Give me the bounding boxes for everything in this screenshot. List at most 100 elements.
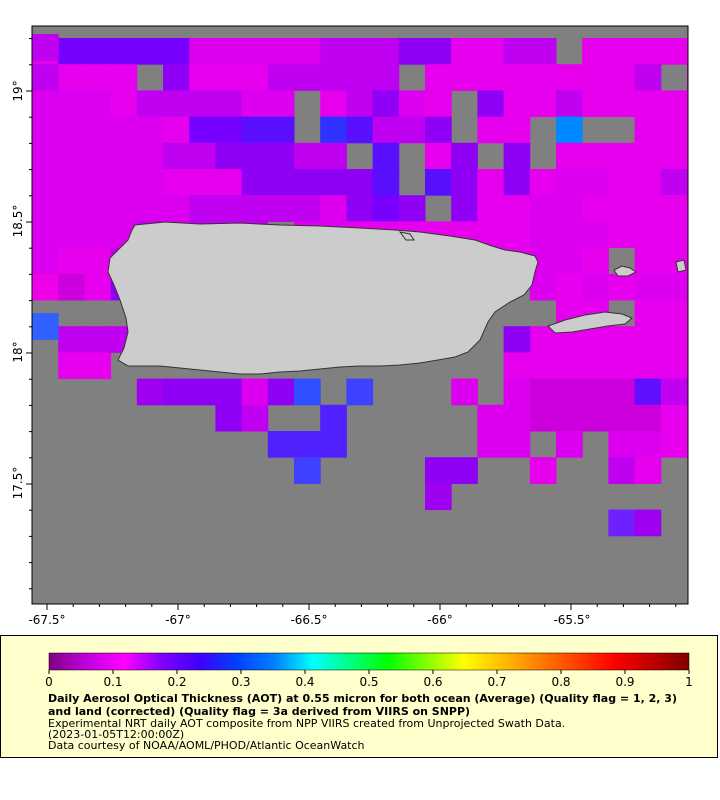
aot-cell bbox=[32, 90, 59, 118]
aot-cell bbox=[660, 273, 688, 301]
aot-cell bbox=[58, 90, 85, 118]
aot-cell bbox=[267, 64, 295, 91]
aot-cell bbox=[529, 195, 557, 222]
aot-cell bbox=[241, 404, 269, 432]
aot-cell bbox=[634, 300, 662, 327]
aot-cell bbox=[660, 38, 688, 65]
aot-cell bbox=[582, 169, 609, 196]
aot-cell bbox=[582, 247, 609, 275]
colorbar-label: 0.7 bbox=[487, 675, 506, 689]
legend-title: Daily Aerosol Optical Thickness (AOT) at… bbox=[48, 692, 677, 718]
aot-cell bbox=[608, 457, 636, 484]
aot-cell bbox=[294, 64, 321, 91]
aot-cell bbox=[32, 221, 59, 249]
aot-cell bbox=[163, 90, 190, 118]
aot-cell bbox=[267, 169, 295, 196]
aot-cell bbox=[346, 169, 374, 196]
colorbar-label: 0.2 bbox=[167, 675, 186, 689]
aot-cell bbox=[425, 38, 452, 65]
aot-cell bbox=[660, 221, 688, 249]
aot-cell bbox=[503, 404, 531, 432]
aot-cell bbox=[503, 326, 531, 353]
aot-cell bbox=[320, 64, 347, 91]
aot-cell bbox=[503, 431, 531, 458]
aot-cell bbox=[451, 64, 478, 91]
aot-cell bbox=[398, 90, 426, 118]
aot-cell bbox=[503, 38, 531, 65]
aot-cell bbox=[634, 509, 662, 537]
x-tick-label: -66.5° bbox=[290, 613, 327, 627]
aot-cell bbox=[32, 247, 59, 275]
aot-cell bbox=[215, 142, 243, 170]
aot-cell bbox=[634, 116, 662, 144]
aot-cell bbox=[582, 404, 609, 432]
aot-cell bbox=[32, 169, 59, 196]
aot-cell bbox=[529, 221, 557, 249]
aot-cell bbox=[58, 142, 85, 170]
aot-cell bbox=[241, 378, 269, 406]
aot-cell bbox=[634, 142, 662, 170]
aot-cell bbox=[84, 116, 112, 144]
aot-cell bbox=[608, 431, 636, 458]
aot-cell bbox=[556, 378, 583, 406]
aot-cell bbox=[189, 90, 216, 118]
aot-cell bbox=[608, 90, 636, 118]
aot-cell bbox=[189, 169, 216, 196]
aot-cell bbox=[32, 142, 59, 170]
aot-cell bbox=[346, 116, 374, 144]
legend-panel: 0 0.1 0.2 0.3 0.4 0.5 0.6 0.7 0.8 0.9 1 … bbox=[0, 635, 718, 758]
aot-cell bbox=[634, 273, 662, 301]
aot-cell bbox=[84, 169, 112, 196]
y-tick-label: 17.5° bbox=[11, 467, 25, 500]
aot-cell bbox=[425, 116, 452, 144]
aot-cell bbox=[215, 195, 243, 222]
colorbar-label: 0.3 bbox=[231, 675, 250, 689]
aot-cell bbox=[556, 142, 583, 170]
aot-cell bbox=[267, 431, 295, 458]
aot-cell bbox=[660, 195, 688, 222]
aot-cell bbox=[58, 38, 85, 65]
aot-cell bbox=[608, 326, 636, 353]
aot-cell bbox=[477, 404, 505, 432]
x-tick-label: -66° bbox=[427, 613, 453, 627]
aot-cell bbox=[189, 142, 216, 170]
aot-cell bbox=[84, 195, 112, 222]
aot-cell bbox=[241, 169, 269, 196]
aot-cell bbox=[84, 221, 112, 249]
colorbar-label: 0.9 bbox=[615, 675, 634, 689]
aot-cell bbox=[556, 221, 583, 249]
aot-cell bbox=[267, 378, 295, 406]
culebra-island bbox=[613, 265, 637, 277]
aot-cell bbox=[320, 116, 347, 144]
aot-cell bbox=[529, 378, 557, 406]
aot-cell bbox=[267, 195, 295, 222]
aot-cell bbox=[84, 273, 112, 301]
aot-cell bbox=[425, 64, 452, 91]
aot-cell bbox=[215, 404, 243, 432]
aot-cell bbox=[110, 116, 138, 144]
aot-cell bbox=[84, 352, 112, 380]
legend-credit-line: Data courtesy of NOAA/AOML/PHOD/Atlantic… bbox=[48, 739, 365, 752]
aot-cell bbox=[425, 142, 452, 170]
aot-cell bbox=[58, 169, 85, 196]
aot-cell bbox=[660, 142, 688, 170]
aot-cell bbox=[294, 195, 321, 222]
aot-cell bbox=[136, 142, 164, 170]
aot-cell bbox=[189, 116, 216, 144]
aot-cell bbox=[372, 116, 400, 144]
aot-cell bbox=[608, 142, 636, 170]
aot-cell bbox=[110, 38, 138, 65]
aot-cell bbox=[215, 169, 243, 196]
aot-cell bbox=[634, 90, 662, 118]
y-tick-label: 18° bbox=[11, 341, 25, 362]
aot-cell bbox=[372, 195, 400, 222]
aot-cell bbox=[136, 169, 164, 196]
aot-cell bbox=[398, 38, 426, 65]
aot-cell bbox=[634, 431, 662, 458]
aot-cell bbox=[529, 352, 557, 380]
aot-cell bbox=[582, 142, 609, 170]
aot-cell bbox=[451, 457, 478, 484]
aot-cell bbox=[556, 169, 583, 196]
colorbar-label: 1 bbox=[685, 675, 693, 689]
aot-cell bbox=[582, 90, 609, 118]
